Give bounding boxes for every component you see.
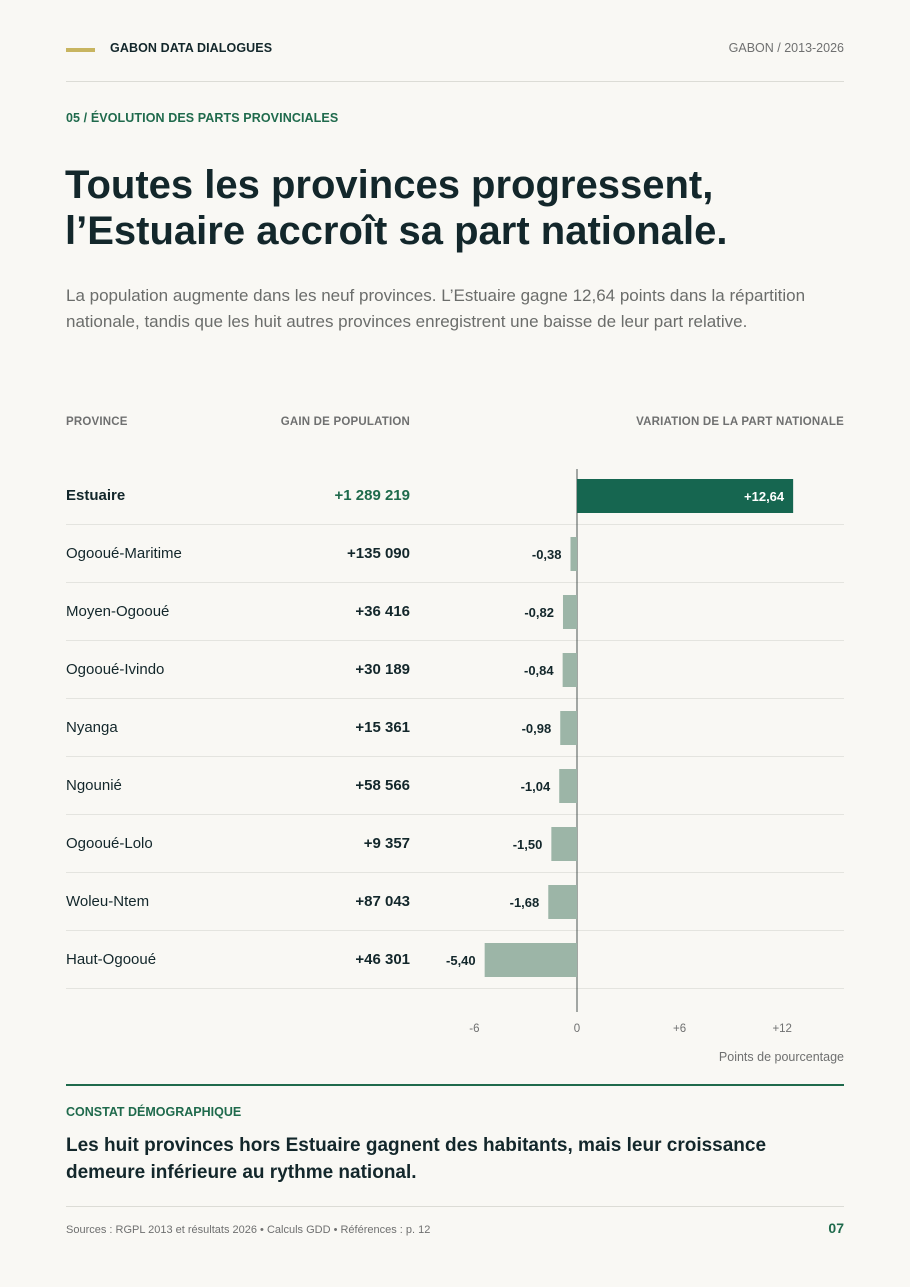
- page-title: Toutes les provinces progressent, l’Estu…: [65, 162, 855, 254]
- column-header-variation: VARIATION DE LA PART NATIONALE: [636, 416, 844, 428]
- province-name: Ogooué-Lolo: [66, 835, 153, 852]
- population-gain: +87 043: [355, 893, 410, 910]
- population-gain: +30 189: [355, 661, 410, 678]
- page-title-line-1: Toutes les provinces progressent,: [65, 163, 714, 207]
- table-row: Ogooué-Lolo +9 357: [66, 815, 844, 873]
- tick-label-3: +6: [673, 1023, 686, 1035]
- tick-label-2: 0: [574, 1023, 580, 1035]
- page-subtitle: La population augmente dans les neuf pro…: [66, 286, 806, 331]
- page-title-line-2: l’Estuaire accroît sa part nationale.: [65, 209, 728, 253]
- population-gain: +9 357: [363, 835, 410, 852]
- table-row: Ngounié +58 566: [66, 757, 844, 815]
- population-gain: +46 301: [355, 951, 410, 968]
- table-row: Ogooué-Ivindo +30 189: [66, 641, 844, 699]
- header-accent-bar: [66, 48, 95, 52]
- table-row: Haut-Ogooué +46 301: [66, 931, 844, 989]
- brand-name: GABON DATA DIALOGUES: [110, 41, 273, 55]
- insight-divider: [66, 1084, 844, 1086]
- page-number: 07: [828, 1220, 844, 1236]
- table-row: Nyanga +15 361: [66, 699, 844, 757]
- population-gain: +36 416: [355, 603, 410, 620]
- header-divider: [66, 81, 844, 82]
- table-row: Ogooué-Maritime +135 090: [66, 525, 844, 583]
- province-name: Ogooué-Maritime: [66, 545, 182, 562]
- header-meta: GABON / 2013-2026: [728, 41, 844, 55]
- column-header-gain: GAIN DE POPULATION: [280, 416, 410, 428]
- province-name: Nyanga: [66, 719, 118, 736]
- tick-label-1: -6: [469, 1023, 479, 1035]
- province-table: Estuaire +1 289 219 Ogooué-Maritime +135 09…: [66, 467, 844, 989]
- table-row: Woleu-Ntem +87 043: [66, 873, 844, 931]
- footer-divider: [66, 1206, 844, 1207]
- province-name: Ogooué-Ivindo: [66, 661, 165, 678]
- table-row: Estuaire +1 289 219: [66, 467, 844, 525]
- province-name: Woleu-Ntem: [66, 893, 150, 910]
- insight-label: CONSTAT DÉMOGRAPHIQUE: [66, 1105, 242, 1119]
- population-gain: +1 289 219: [334, 487, 411, 504]
- province-name: Moyen-Ogooué: [66, 603, 170, 620]
- population-gain: +135 090: [347, 545, 410, 562]
- tick-label-4: +12: [772, 1023, 792, 1035]
- population-gain: +15 361: [355, 719, 410, 736]
- province-name: Haut-Ogooué: [66, 951, 157, 968]
- page-header: GABON DATA DIALOGUES GABON / 2013-2026: [66, 40, 844, 56]
- sources-note: Sources : RGPL 2013 et résultats 2026 • …: [66, 1224, 431, 1236]
- population-gain: +58 566: [355, 777, 410, 794]
- x-axis-label: Points de pourcentage: [719, 1050, 844, 1064]
- province-name: Estuaire: [66, 487, 126, 504]
- table-row: Moyen-Ogooué +36 416: [66, 583, 844, 641]
- insight-text: Les huit provinces hors Estuaire gagnent…: [66, 1135, 767, 1183]
- province-name: Ngounié: [66, 777, 122, 794]
- section-label: 05 / ÉVOLUTION DES PARTS PROVINCIALES: [66, 111, 339, 125]
- column-header-province: PROVINCE: [66, 416, 128, 428]
